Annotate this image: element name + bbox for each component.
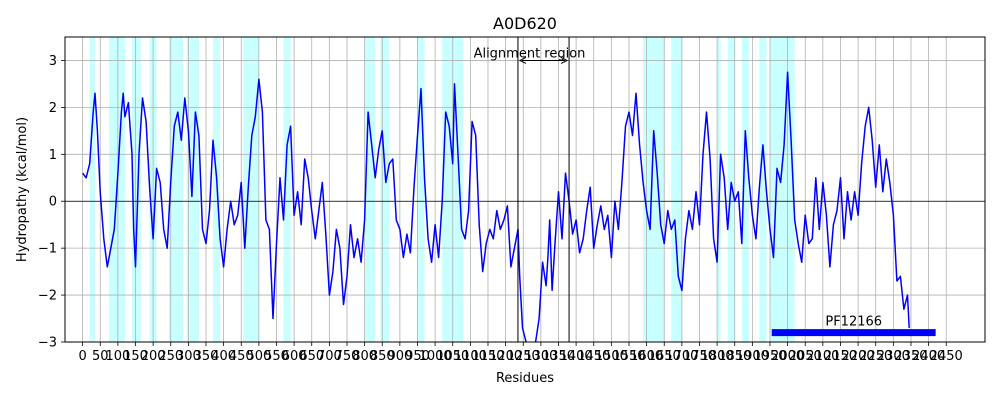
x-tick-label-16: 800 xyxy=(352,349,377,364)
x-tick-label-29: 1450 xyxy=(577,349,610,364)
y-tick-label-0: −3 xyxy=(38,336,57,351)
highlight-band-18 xyxy=(759,37,767,342)
x-tick-label-45: 2250 xyxy=(859,349,892,364)
y-tick-label-5: 2 xyxy=(49,101,57,116)
x-tick-label-22: 1100 xyxy=(454,349,487,364)
annotations: Alignment region PF12166 xyxy=(474,37,936,342)
highlight-band-7 xyxy=(243,37,259,342)
x-tick-label-36: 1800 xyxy=(701,349,734,364)
x-tick-label-32: 1600 xyxy=(630,349,663,364)
y-tick-label-2: −1 xyxy=(38,242,57,257)
x-tick-label-14: 700 xyxy=(317,349,342,364)
domain-bar-label: PF12166 xyxy=(825,315,882,330)
x-tick-label-47: 2350 xyxy=(894,349,927,364)
x-tick-label-4: 200 xyxy=(141,349,166,364)
highlight-band-13 xyxy=(643,37,665,342)
x-tick-label-31: 1550 xyxy=(612,349,645,364)
y-tick-label-4: 1 xyxy=(49,148,57,163)
x-tick-label-40: 2000 xyxy=(771,349,804,364)
x-tick-label-46: 2300 xyxy=(877,349,910,364)
domain-bar-pf12166 xyxy=(771,329,936,337)
x-tick-label-27: 1350 xyxy=(542,349,575,364)
highlight-band-9 xyxy=(364,37,376,342)
highlight-band-4 xyxy=(168,37,184,342)
x-tick-label-30: 1500 xyxy=(595,349,628,364)
chart-title: A0D620 xyxy=(493,14,557,33)
x-tick-label-7: 350 xyxy=(194,349,219,364)
x-tick-label-9: 450 xyxy=(229,349,254,364)
x-tick-label-26: 1300 xyxy=(524,349,557,364)
x-tick-label-20: 1000 xyxy=(419,349,452,364)
x-tick-label-6: 300 xyxy=(176,349,201,364)
x-tick-label-10: 500 xyxy=(246,349,271,364)
alignment-arrow-head-left xyxy=(518,57,527,64)
x-tick-label-39: 1950 xyxy=(753,349,786,364)
x-tick-label-11: 550 xyxy=(264,349,289,364)
x-tick-label-21: 1050 xyxy=(436,349,469,364)
x-tick-label-38: 1900 xyxy=(736,349,769,364)
x-tick-label-35: 1750 xyxy=(683,349,716,364)
y-tick-label-3: 0 xyxy=(49,195,57,210)
y-tick-label-1: −2 xyxy=(38,289,57,304)
highlight-band-8 xyxy=(283,37,291,342)
highlight-band-0 xyxy=(89,37,95,342)
x-axis-label: Residues xyxy=(496,371,554,386)
y-axis-label: Hydropathy (kcal/mol) xyxy=(15,117,30,262)
x-tick-label-15: 750 xyxy=(335,349,360,364)
x-axis-ticks: 0 501001502002503003504004505005506006507… xyxy=(78,342,963,364)
highlight-band-14 xyxy=(671,37,682,342)
x-tick-label-37: 1850 xyxy=(718,349,751,364)
x-tick-label-18: 900 xyxy=(387,349,412,364)
hydropathy-line-0 xyxy=(81,71,910,342)
x-tick-label-42: 2100 xyxy=(806,349,839,364)
x-tick-label-44: 2200 xyxy=(842,349,875,364)
x-tick-label-41: 2050 xyxy=(789,349,822,364)
x-tick-label-23: 1150 xyxy=(471,349,504,364)
x-tick-label-43: 2150 xyxy=(824,349,857,364)
x-tick-label-2: 100 xyxy=(105,349,130,364)
x-tick-label-28: 1400 xyxy=(560,349,593,364)
x-tick-label-48: 2400 xyxy=(912,349,945,364)
x-tick-label-12: 600 xyxy=(282,349,307,364)
x-tick-label-0: 0 xyxy=(78,349,86,364)
highlight-band-19 xyxy=(769,37,795,342)
plot-frame xyxy=(64,36,986,343)
series-lines xyxy=(81,71,910,342)
y-tick-label-6: 3 xyxy=(49,54,57,69)
highlight-band-2 xyxy=(131,37,141,342)
x-tick-label-3: 150 xyxy=(123,349,148,364)
x-tick-label-5: 250 xyxy=(158,349,183,364)
x-tick-label-33: 1650 xyxy=(648,349,681,364)
y-axis-ticks: −3 −2 −1 0 1 2 3 xyxy=(38,54,65,351)
x-tick-label-24: 1200 xyxy=(489,349,522,364)
x-tick-label-25: 1250 xyxy=(507,349,540,364)
x-tick-label-17: 850 xyxy=(370,349,395,364)
highlight-band-11 xyxy=(417,37,425,342)
x-tick-label-8: 400 xyxy=(211,349,236,364)
alignment-region-label: Alignment region xyxy=(474,46,586,61)
x-tick-label-19: 950 xyxy=(405,349,430,364)
x-tick-label-1: 50 xyxy=(92,349,109,364)
x-tick-label-49: 2450 xyxy=(930,349,963,364)
highlight-band-17 xyxy=(741,37,749,342)
alignment-arrow-head-right xyxy=(560,57,569,64)
x-tick-label-34: 1700 xyxy=(665,349,698,364)
highlight-band-10 xyxy=(380,37,390,342)
x-tick-label-13: 650 xyxy=(299,349,324,364)
